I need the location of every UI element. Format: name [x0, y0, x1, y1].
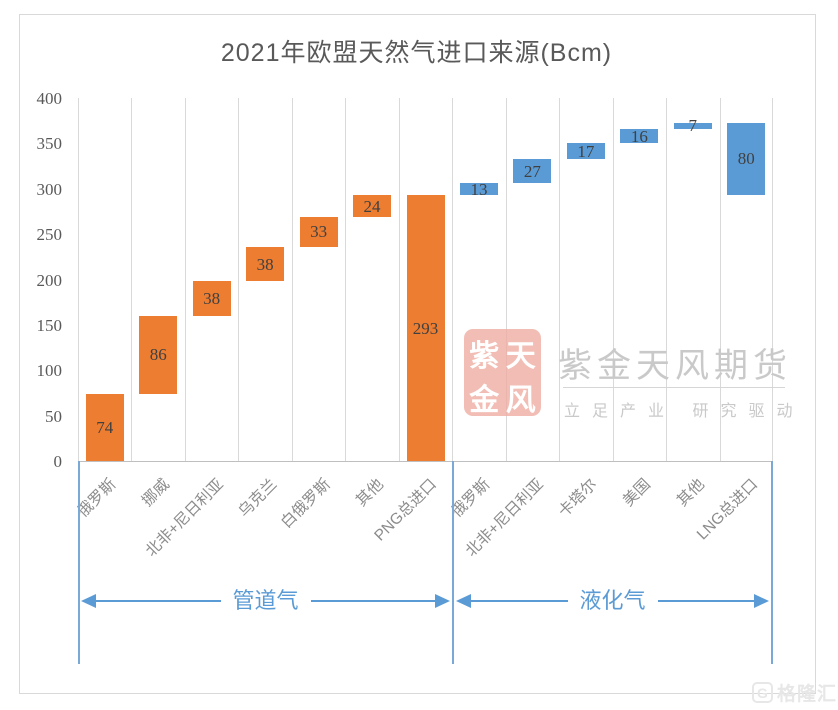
bar-segment: 86: [139, 315, 178, 394]
y-tick-label: 250: [36, 225, 63, 245]
lng-label: 液化气: [579, 588, 646, 613]
gridline: [131, 98, 132, 461]
bar-value-label: 38: [203, 289, 221, 309]
arrow-line: [657, 600, 755, 602]
y-tick-label: 50: [45, 406, 62, 426]
gridline: [613, 98, 614, 461]
y-tick-label: 200: [36, 270, 63, 290]
bar-value-label: 33: [310, 222, 328, 242]
y-tick-label: 150: [36, 315, 63, 335]
bar-value-label: 27: [523, 161, 541, 181]
bar-segment: 7: [673, 117, 712, 134]
seal-char: 紫: [469, 340, 500, 373]
gridline: [720, 98, 721, 461]
bar-segment: 16: [620, 126, 659, 146]
bar-segment: 38: [246, 246, 285, 282]
x-category-label: 乌克兰: [235, 475, 280, 521]
gridline: [78, 98, 79, 461]
x-axis-category-labels: 俄罗斯 挪威 北非+尼日利亚 乌克兰 白俄罗斯 其他 PNG总进口 俄罗斯 北非+尼日利亚 卡塔尔…: [75, 467, 773, 602]
seal-char: 天: [505, 340, 536, 373]
y-tick-label: 350: [36, 134, 63, 154]
arrow-line: [310, 600, 436, 602]
arrowhead-right-icon: [754, 594, 770, 608]
gridline: [345, 98, 346, 461]
gelonghui-logo: G 格隆汇: [752, 679, 837, 706]
bar-segment: 13: [459, 179, 498, 199]
chart-title: 2021年欧盟天然气进口来源(Bcm): [220, 39, 613, 67]
watermark-slogan-text: 立足产业 研究驱动: [564, 403, 805, 420]
arrowhead-left-icon: [456, 594, 471, 608]
gelonghui-logo-icon: G: [752, 682, 773, 703]
y-tick-label: 400: [36, 89, 63, 108]
annotation-vline-right: [771, 461, 773, 664]
bar-value-label: 7: [688, 116, 698, 136]
gridline: [559, 98, 560, 461]
bar-value-label: 17: [577, 141, 595, 161]
pipeline-gas-label: 管道气: [232, 588, 299, 613]
bar-value-label: 13: [470, 179, 488, 199]
bar-segment: 27: [513, 158, 552, 184]
x-category-label: 白俄罗斯: [277, 475, 334, 532]
watermark-brand-text: 紫金天风期货: [558, 347, 792, 385]
seal-char: 风: [505, 384, 536, 417]
x-category-label: 其他: [352, 475, 387, 510]
gridline: [772, 98, 773, 461]
x-category-label: 挪威: [139, 475, 174, 510]
bar-value-label: 24: [363, 196, 381, 216]
bar-segment: 80: [727, 122, 766, 196]
gridline: [506, 98, 507, 461]
x-category-label: 卡塔尔: [555, 475, 601, 521]
bar-value-label: 38: [256, 254, 274, 274]
bar-value-label: 293: [412, 318, 439, 338]
annotation-vline-left: [78, 461, 80, 664]
gridline: [399, 98, 400, 461]
bar-segment: 17: [566, 141, 605, 161]
pipeline-gas-arrow: 管道气: [81, 588, 451, 613]
arrowhead-left-icon: [81, 594, 96, 608]
watermark-divider: [563, 387, 785, 388]
x-category-label: 其他: [673, 475, 708, 510]
gridline: [238, 98, 239, 461]
gridline: [452, 98, 453, 461]
bar-value-label: 86: [149, 345, 167, 365]
gridline: [185, 98, 186, 461]
arrowhead-right-icon: [435, 594, 451, 608]
bar-segment: 293: [406, 195, 445, 461]
lng-arrow: 液化气: [456, 588, 770, 613]
watermark-seal-stamp: 紫 天 金 风: [464, 329, 541, 417]
bar-segment: 33: [299, 216, 338, 247]
bar-segment: 38: [192, 281, 231, 316]
gelonghui-logo-text: 格隆汇: [777, 684, 838, 705]
x-category-label: 美国: [620, 475, 655, 510]
bar-value-label: 80: [737, 149, 755, 169]
y-tick-label: 0: [53, 452, 63, 471]
bar-value-label: 16: [630, 126, 648, 146]
bar-segment: 74: [85, 393, 124, 461]
y-tick-label: 300: [36, 179, 63, 199]
gridline: [666, 98, 667, 461]
gridline: [292, 98, 293, 461]
arrow-line: [471, 600, 568, 602]
bar-segment: 24: [353, 195, 392, 217]
arrow-line: [96, 600, 221, 602]
plot-area: 74 86 38 38 33 24 293 13 27 17 16 7 80: [78, 98, 773, 462]
y-tick-label: 100: [36, 361, 63, 381]
annotation-vline-middle: [452, 461, 454, 664]
seal-char: 金: [469, 384, 500, 417]
bar-value-label: 74: [96, 417, 114, 437]
